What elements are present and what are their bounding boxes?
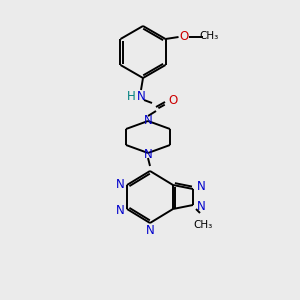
Text: N: N bbox=[196, 179, 206, 193]
Text: O: O bbox=[179, 29, 188, 43]
Text: N: N bbox=[116, 178, 124, 190]
Text: N: N bbox=[196, 200, 206, 214]
Text: CH₃: CH₃ bbox=[194, 220, 213, 230]
Text: N: N bbox=[144, 113, 152, 127]
Text: N: N bbox=[146, 224, 154, 238]
Text: CH₃: CH₃ bbox=[199, 31, 218, 41]
Text: H: H bbox=[127, 89, 135, 103]
Text: N: N bbox=[144, 148, 152, 160]
Text: O: O bbox=[168, 94, 178, 107]
Text: N: N bbox=[116, 203, 124, 217]
Text: N: N bbox=[136, 89, 146, 103]
